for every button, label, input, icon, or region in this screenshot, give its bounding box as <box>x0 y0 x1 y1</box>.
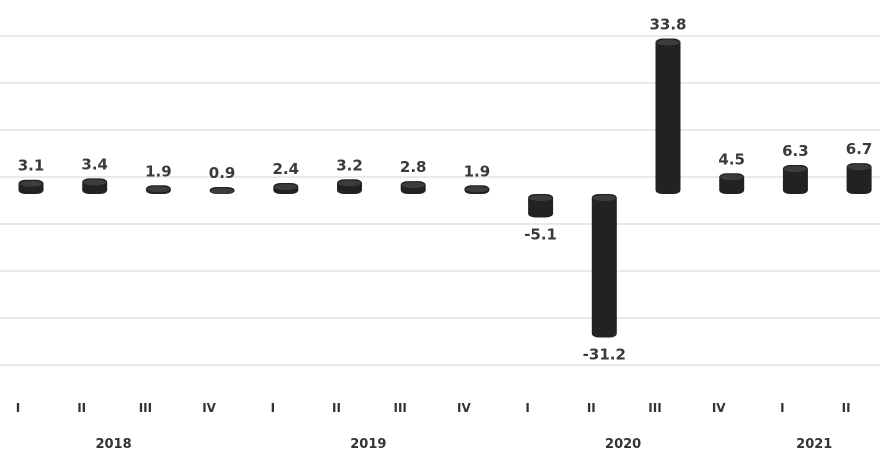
bar-cap <box>720 174 744 181</box>
bar-cap <box>83 179 107 186</box>
bar <box>18 179 44 194</box>
value-labels: 3.1 3.4 1.9 0.9 2.4 3.2 2.8 1.9 -5.1 -31.2 33.8 4.5… <box>18 16 873 364</box>
bar-cap <box>338 180 361 187</box>
bar <box>145 185 171 194</box>
bars <box>18 38 872 338</box>
tick-label: I <box>525 401 529 415</box>
bar-cap <box>656 39 680 46</box>
tick-label: IV <box>712 401 726 415</box>
tick-label: I <box>16 401 20 415</box>
tick-label: II <box>587 401 596 415</box>
bar-cap <box>783 166 807 173</box>
bar <box>337 179 362 194</box>
data-label: 1.9 <box>145 162 172 180</box>
data-label: 3.1 <box>18 157 45 175</box>
tick-label: IV <box>457 401 471 415</box>
data-label: 3.4 <box>81 155 108 173</box>
data-label: 1.9 <box>464 162 491 180</box>
tick-label: III <box>139 401 152 415</box>
data-label: 2.8 <box>400 158 427 176</box>
bar <box>273 182 299 194</box>
year-label: 2020 <box>605 437 641 452</box>
data-label: 3.2 <box>336 156 363 174</box>
bar-cap <box>274 183 298 190</box>
tick-label: II <box>842 401 851 415</box>
bar <box>464 185 490 194</box>
data-label: -5.1 <box>524 225 557 243</box>
bar-cap <box>19 180 43 187</box>
tick-label: II <box>332 401 341 415</box>
data-label: 6.3 <box>782 142 809 160</box>
year-label: 2018 <box>95 437 131 452</box>
bar-cap <box>401 182 425 189</box>
tick-label: III <box>648 401 661 415</box>
bar-body <box>782 165 808 194</box>
bar <box>528 194 554 218</box>
bar <box>82 178 108 194</box>
bar-cap <box>210 188 234 194</box>
data-label: 6.7 <box>846 140 873 158</box>
bar-body <box>846 163 872 194</box>
bar <box>209 187 235 194</box>
data-label: 4.5 <box>718 150 745 168</box>
bar <box>782 165 808 194</box>
bar-cap <box>847 164 871 171</box>
bar <box>719 173 745 194</box>
bar <box>655 38 681 194</box>
year-label: 2021 <box>796 437 832 452</box>
data-label: 33.8 <box>649 16 686 34</box>
bar-cap <box>592 195 616 201</box>
tick-label: IV <box>202 401 216 415</box>
year-label: 2019 <box>350 437 386 452</box>
bar-body <box>591 194 617 338</box>
bar-cap <box>146 186 170 193</box>
bar <box>591 194 617 338</box>
bar-body <box>655 38 681 194</box>
bar-cap <box>529 195 553 201</box>
bar-cap <box>465 186 489 193</box>
tick-label: I <box>780 401 784 415</box>
data-label: 2.4 <box>273 160 300 178</box>
bar <box>400 181 426 194</box>
tick-label: II <box>77 401 86 415</box>
data-label: -31.2 <box>583 346 626 364</box>
tick-label: III <box>393 401 406 415</box>
data-label: 0.9 <box>209 164 236 182</box>
tick-label: I <box>271 401 275 415</box>
gridlines <box>0 35 880 366</box>
bar <box>846 163 872 194</box>
